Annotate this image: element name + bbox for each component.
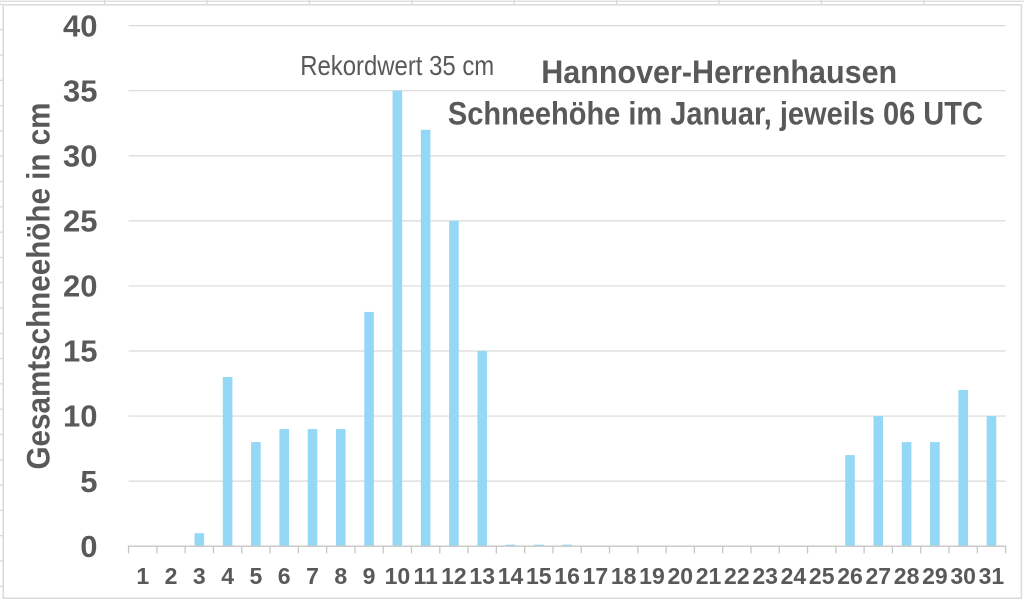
svg-text:25: 25 (63, 204, 97, 239)
svg-text:28: 28 (894, 563, 920, 589)
svg-text:20: 20 (667, 563, 693, 589)
svg-text:21: 21 (696, 563, 722, 589)
svg-text:20: 20 (63, 269, 97, 304)
svg-text:18: 18 (611, 563, 637, 589)
svg-text:12: 12 (441, 563, 467, 589)
svg-text:11: 11 (413, 563, 438, 589)
svg-text:6: 6 (278, 563, 291, 589)
svg-text:1: 1 (136, 563, 149, 589)
svg-text:15: 15 (526, 563, 552, 589)
svg-text:4: 4 (221, 563, 234, 589)
svg-text:Schneehöhe im Januar, jeweils: Schneehöhe im Januar, jeweils 06 UTC (448, 95, 983, 131)
svg-text:8: 8 (334, 563, 347, 589)
svg-text:40: 40 (63, 8, 97, 43)
svg-text:31: 31 (979, 563, 1005, 589)
svg-text:29: 29 (922, 563, 948, 589)
svg-text:5: 5 (250, 563, 263, 589)
svg-text:24: 24 (781, 563, 807, 589)
svg-text:5: 5 (80, 464, 97, 499)
svg-text:27: 27 (865, 563, 891, 589)
svg-text:13: 13 (469, 563, 495, 589)
svg-text:15: 15 (63, 334, 97, 369)
svg-text:9: 9 (363, 563, 376, 589)
svg-text:26: 26 (837, 563, 863, 589)
svg-text:22: 22 (724, 563, 750, 589)
svg-text:7: 7 (306, 563, 319, 589)
svg-text:30: 30 (63, 138, 97, 173)
svg-text:Gesamtschneehöhe in cm: Gesamtschneehöhe in cm (21, 102, 57, 469)
svg-text:16: 16 (554, 563, 580, 589)
svg-text:17: 17 (583, 563, 609, 589)
svg-text:Rekordwert 35 cm: Rekordwert 35 cm (300, 50, 494, 81)
svg-text:30: 30 (950, 563, 976, 589)
svg-text:14: 14 (498, 563, 524, 589)
svg-text:2: 2 (165, 563, 178, 589)
svg-text:Hannover-Herrenhausen: Hannover-Herrenhausen (541, 54, 897, 90)
svg-text:23: 23 (752, 563, 778, 589)
svg-text:0: 0 (80, 529, 97, 564)
svg-text:10: 10 (63, 399, 97, 434)
svg-text:3: 3 (193, 563, 206, 589)
svg-text:25: 25 (809, 563, 835, 589)
svg-text:10: 10 (385, 563, 411, 589)
svg-text:19: 19 (639, 563, 665, 589)
svg-text:35: 35 (63, 73, 97, 108)
